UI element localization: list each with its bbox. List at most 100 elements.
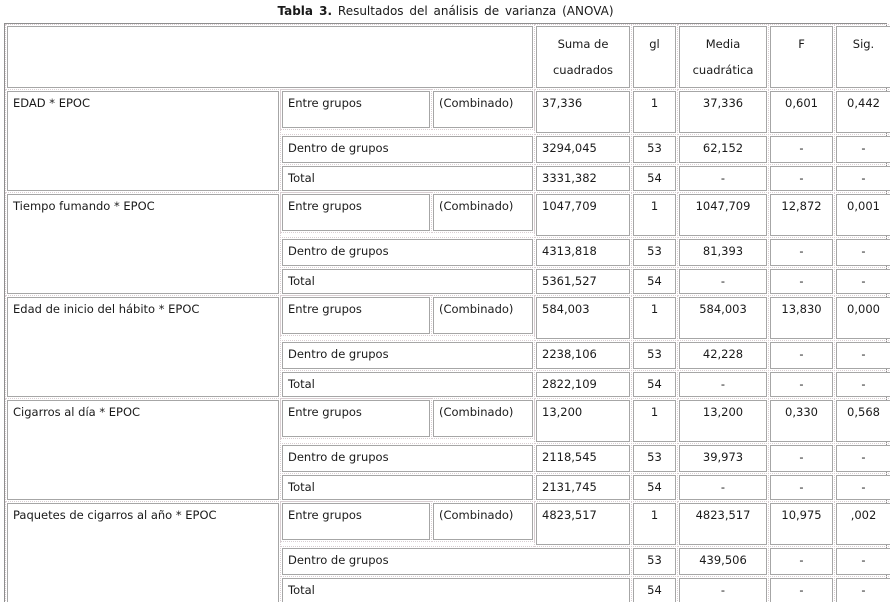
combined-cell: (Combinado) [431,192,535,233]
group-cell: Entre grupos [280,501,432,542]
gl-cell: 1 [631,398,678,444]
suma-cell: 2118,545 [534,443,632,474]
gl-cell: 54 [631,473,678,502]
f-cell: - [768,164,835,193]
sig-cell: 0,001 [834,192,890,238]
media-cell: 81,393 [677,237,769,268]
suma-cell: 37,336 [534,89,632,135]
media-cell: 37,336 [677,89,769,135]
variable-cell: Edad de inicio del hábito * EPOC [5,295,281,399]
gl-cell: 1 [631,89,678,135]
media-cell: - [677,267,769,296]
group-cell: Entre grupos [280,295,432,336]
group-cell: Dentro de grupos [280,340,535,371]
group-cell: Total [280,267,535,296]
gl-cell: 54 [631,164,678,193]
header-gl: gl [631,24,678,90]
suma-cell: 4823,517 [534,501,632,547]
group-cell: Total [280,164,535,193]
gl-cell: 53 [631,237,678,268]
media-cell: - [677,164,769,193]
f-cell: 13,830 [768,295,835,341]
group-cell: Total [280,370,535,399]
media-cell: 439,506 [677,546,769,577]
f-cell: 12,872 [768,192,835,238]
media-cell: 42,228 [677,340,769,371]
header-f: F [768,24,835,90]
variable-cell: Cigarros al día * EPOC [5,398,281,502]
anova-table: Suma de cuadrados gl Media cuadrática F Sig.… [4,23,890,602]
group-cell: Dentro de grupos [280,134,535,165]
media-cell: 62,152 [677,134,769,165]
header-sig: Sig. [834,24,890,90]
sig-cell: - [834,370,890,399]
sig-cell: - [834,134,890,165]
suma-cell: 2238,106 [534,340,632,371]
group-cell: Dentro de grupos [280,237,535,268]
gl-cell: 53 [631,546,678,577]
f-cell: - [768,370,835,399]
gl-cell: 54 [631,267,678,296]
variable-cell: Paquetes de cigarros al año * EPOC [5,501,281,602]
gl-cell: 53 [631,134,678,165]
gl-cell: 1 [631,192,678,238]
sig-cell: - [834,164,890,193]
f-cell: - [768,267,835,296]
sig-cell: 0,568 [834,398,890,444]
group-cell: Total [280,473,535,502]
suma-cell: 584,003 [534,295,632,341]
media-cell: 39,973 [677,443,769,474]
sig-cell: 0,000 [834,295,890,341]
media-cell: - [677,576,769,602]
f-cell: - [768,443,835,474]
sig-cell: - [834,473,890,502]
sig-cell: - [834,443,890,474]
group-cell: Total [280,576,632,602]
suma-cell: 2822,109 [534,370,632,399]
gl-cell: 53 [631,340,678,371]
variable-cell: EDAD * EPOC [5,89,281,193]
table-title-text: Resultados del análisis de varianza (ANO… [332,4,614,18]
suma-cell: 1047,709 [534,192,632,238]
group-cell: Entre grupos [280,89,432,130]
gl-cell: 54 [631,576,678,602]
gl-cell: 1 [631,501,678,547]
suma-cell: 13,200 [534,398,632,444]
combined-cell: (Combinado) [431,295,535,336]
media-cell: 13,200 [677,398,769,444]
sig-cell: 0,442 [834,89,890,135]
media-cell: 4823,517 [677,501,769,547]
group-cell: Entre grupos [280,398,432,439]
combined-cell: (Combinado) [431,501,535,542]
combined-cell: (Combinado) [431,89,535,130]
group-cell: Dentro de grupos [280,546,632,577]
combined-cell: (Combinado) [431,398,535,439]
header-suma: Suma de cuadrados [534,24,632,90]
f-cell: - [768,473,835,502]
sig-cell: - [834,267,890,296]
suma-cell: 3294,045 [534,134,632,165]
f-cell: - [768,576,835,602]
sig-cell: - [834,340,890,371]
media-cell: 1047,709 [677,192,769,238]
f-cell: - [768,546,835,577]
header-empty-cell [5,24,535,90]
table-title-number: Tabla 3. [277,4,333,18]
f-cell: 10,975 [768,501,835,547]
f-cell: 0,601 [768,89,835,135]
suma-cell: 2131,745 [534,473,632,502]
group-cell: Entre grupos [280,192,432,233]
table-title: Tabla 3. Resultados del análisis de vari… [4,3,887,20]
sig-cell: - [834,576,890,602]
f-cell: - [768,134,835,165]
suma-cell: 3331,382 [534,164,632,193]
sig-cell: - [834,237,890,268]
gl-cell: 53 [631,443,678,474]
header-media: Media cuadrática [677,24,769,90]
sig-cell: - [834,546,890,577]
media-cell: - [677,370,769,399]
suma-cell: 4313,818 [534,237,632,268]
gl-cell: 54 [631,370,678,399]
group-cell: Dentro de grupos [280,443,535,474]
